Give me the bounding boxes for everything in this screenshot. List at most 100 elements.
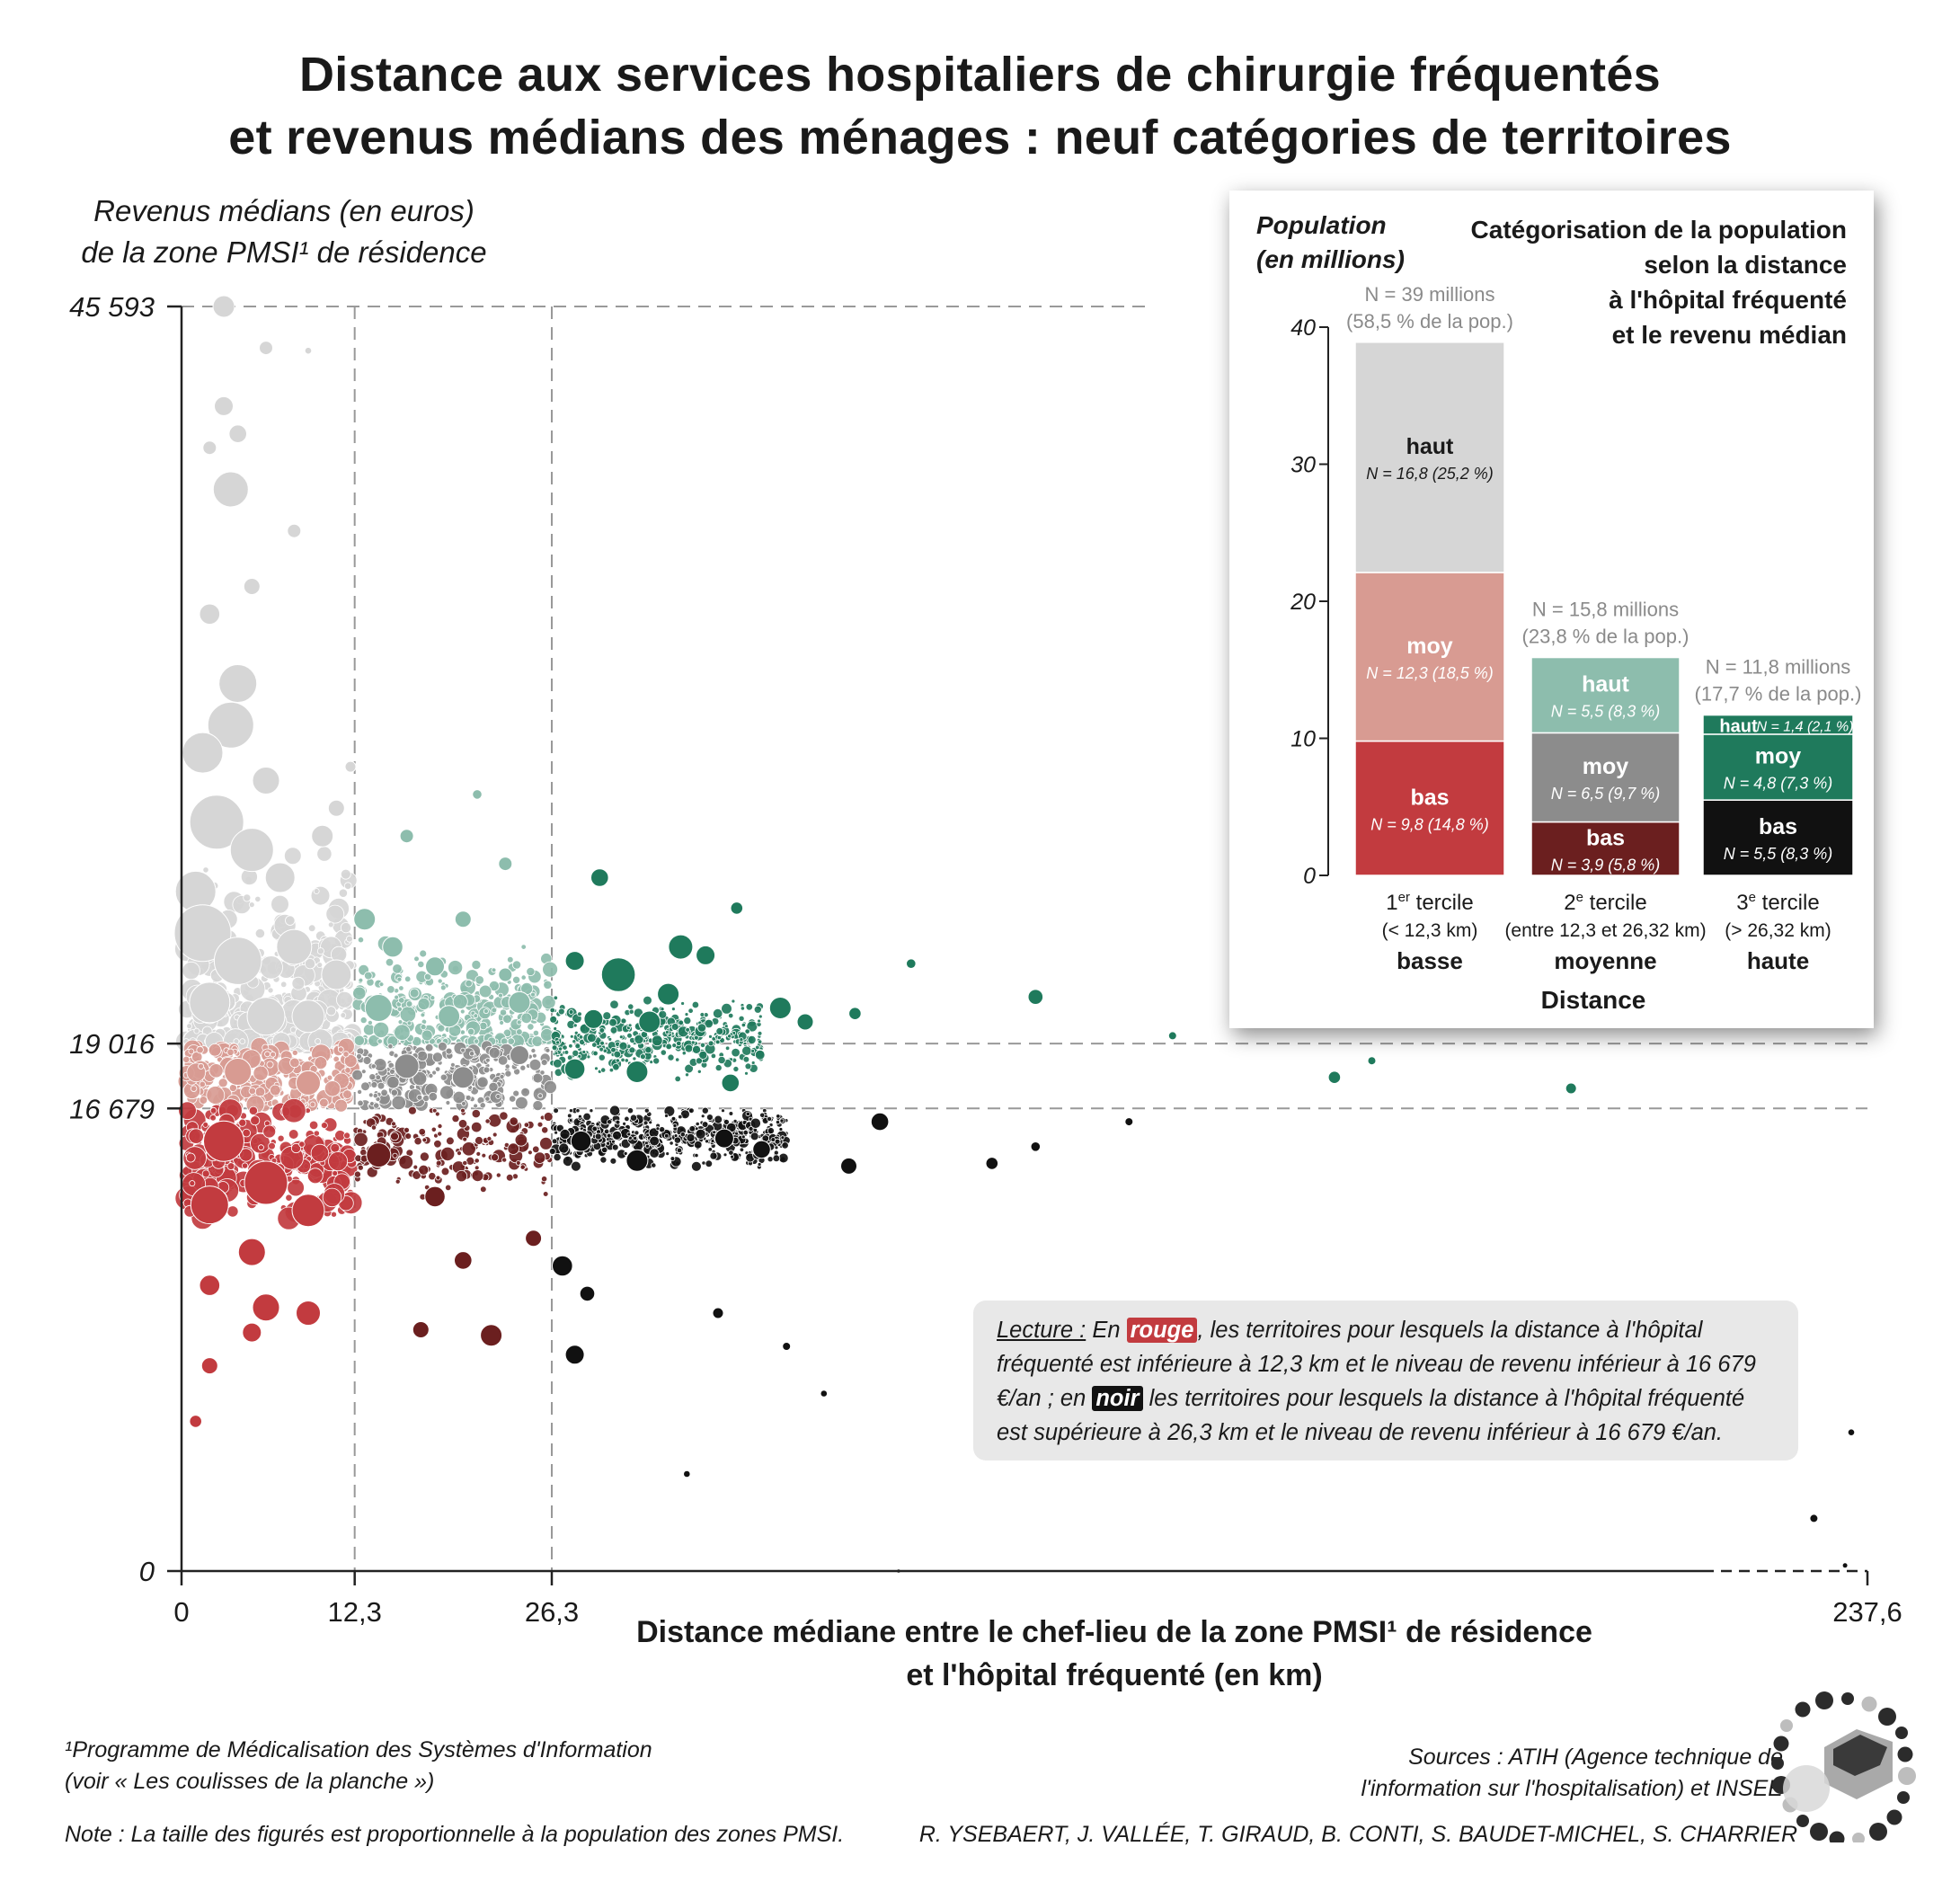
- data-point: [212, 295, 235, 318]
- cloud-point: [775, 1120, 781, 1125]
- cloud-point: [532, 1052, 537, 1059]
- cloud-point: [186, 1023, 193, 1030]
- data-point: [218, 664, 258, 703]
- cloud-point: [419, 1151, 430, 1162]
- cloud-point: [728, 1150, 734, 1156]
- cloud-point: [395, 1178, 401, 1185]
- cloud-point: [515, 1160, 521, 1166]
- cloud-point: [723, 1152, 728, 1158]
- cloud-point: [671, 1007, 676, 1011]
- cloud-point: [562, 1044, 568, 1051]
- cloud-point: [460, 1107, 466, 1114]
- data-point: [848, 1007, 862, 1020]
- cloud-point: [670, 1115, 677, 1122]
- cloud-point: [665, 1151, 670, 1156]
- logo-dot: [1796, 1815, 1809, 1827]
- data-point: [199, 1274, 221, 1296]
- cloud-point: [439, 1085, 455, 1100]
- cloud-point: [675, 1057, 680, 1062]
- cloud-point: [283, 847, 302, 865]
- cloud-point: [290, 1142, 302, 1154]
- cloud-point: [665, 1043, 672, 1051]
- cloud-point: [615, 1058, 620, 1063]
- cloud-point: [277, 1134, 285, 1142]
- cloud-point: [337, 1046, 344, 1053]
- cloud-point: [714, 1039, 721, 1045]
- data-point: [213, 937, 262, 985]
- cloud-point: [431, 1107, 438, 1114]
- reading-note-text-3: les territoires pour lesquels la distanc…: [997, 1386, 1745, 1445]
- cloud-point: [324, 1080, 341, 1097]
- cloud-point: [676, 1147, 683, 1154]
- cloud-point: [343, 882, 352, 890]
- cloud-point: [539, 1136, 553, 1150]
- y-tick-label: 45 593: [69, 291, 155, 323]
- cloud-point: [509, 1116, 519, 1126]
- cloud-point: [532, 1100, 544, 1112]
- cloud-point: [731, 1047, 741, 1058]
- cloud-point: [730, 1154, 734, 1159]
- cloud-point: [499, 1020, 504, 1025]
- cloud-point: [491, 1153, 500, 1162]
- cloud-point: [492, 1132, 498, 1138]
- cloud-point: [259, 955, 283, 980]
- cloud-point: [372, 1093, 378, 1099]
- cloud-point: [526, 966, 536, 977]
- cloud-point: [289, 1057, 300, 1069]
- cloud-point: [417, 998, 430, 1011]
- cloud-point: [623, 1150, 628, 1156]
- cloud-point: [732, 1066, 740, 1073]
- cloud-point: [741, 1045, 752, 1056]
- bar-total-share-label: (23,8 % de la pop.): [1522, 626, 1690, 648]
- cloud-point: [473, 1013, 479, 1019]
- cloud-point: [423, 972, 432, 981]
- cloud-point: [688, 1125, 696, 1132]
- cloud-point: [330, 1211, 337, 1218]
- data-point: [214, 395, 234, 416]
- cloud-point: [553, 1026, 558, 1031]
- cloud-point: [707, 1040, 714, 1047]
- data-point: [752, 1140, 771, 1159]
- cloud-point: [479, 1185, 487, 1193]
- cloud-point: [430, 1126, 437, 1132]
- bar-category-range: (< 12,3 km): [1382, 920, 1478, 941]
- cloud-point: [506, 955, 514, 963]
- atlas-logo-icon: [1771, 1691, 1916, 1842]
- data-point: [985, 1157, 999, 1170]
- cloud-point: [310, 1143, 330, 1163]
- cloud-point: [520, 1087, 530, 1097]
- title-line-1: Distance aux services hospitaliers de ch…: [298, 48, 1661, 102]
- cloud-point: [742, 1129, 749, 1136]
- cloud-point: [377, 1081, 386, 1090]
- cloud-point: [340, 922, 352, 934]
- bar-segment-value-label: N = 1,4 (2,1 %): [1756, 719, 1853, 734]
- cloud-point: [185, 1152, 196, 1163]
- cloud-point: [745, 1111, 750, 1117]
- cloud-point: [498, 992, 503, 999]
- population-bar-chart-panel: Population (en millions) Catégorisation …: [1229, 191, 1874, 1028]
- bar-segment-haut: [1702, 714, 1854, 735]
- data-point: [212, 471, 249, 508]
- cloud-point: [380, 1088, 388, 1096]
- cloud-point: [612, 1062, 620, 1071]
- cloud-point: [495, 1093, 501, 1099]
- cloud-point: [568, 1009, 574, 1015]
- cloud-point: [553, 1153, 562, 1162]
- cloud-point: [396, 976, 403, 982]
- cloud-point: [198, 1062, 205, 1070]
- cloud-point: [452, 993, 468, 1009]
- y-axis-title: Revenus médians (en euros) de la zone PM…: [50, 191, 518, 273]
- cloud-point: [710, 1052, 717, 1060]
- cloud-point: [325, 904, 345, 924]
- cloud-point: [367, 1019, 373, 1025]
- cloud-point: [608, 1067, 615, 1073]
- cloud-point: [551, 1044, 558, 1052]
- cloud-point: [541, 995, 556, 1010]
- data-point: [510, 1045, 529, 1065]
- cloud-point: [780, 1135, 785, 1141]
- cloud-point: [566, 1113, 572, 1119]
- reading-note-label: Lecture :: [997, 1318, 1086, 1343]
- cloud-point: [744, 1028, 750, 1034]
- cloud-point: [357, 1164, 364, 1171]
- cloud-point: [543, 1112, 554, 1122]
